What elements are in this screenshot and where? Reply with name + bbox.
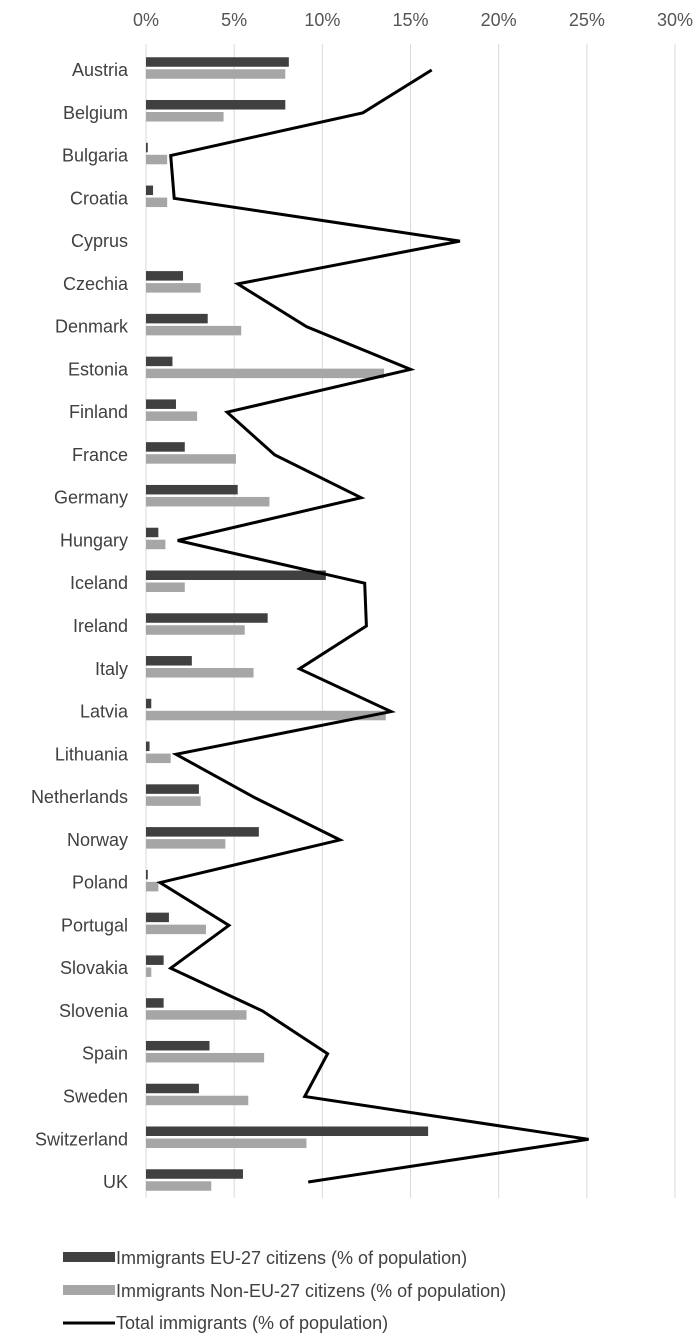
bar-non-eu-iceland (146, 582, 185, 592)
category-label-hungary: Hungary (60, 530, 128, 550)
category-label-france: France (72, 445, 128, 465)
bar-non-eu-slovakia (146, 967, 152, 977)
bar-non-eu-uk (146, 1181, 212, 1191)
x-tick-label-5: 5% (221, 10, 247, 30)
bar-non-eu-norway (146, 839, 226, 849)
x-tick-label-15: 15% (392, 10, 428, 30)
bar-non-eu-latvia (146, 710, 386, 721)
bar-eu-austria (146, 57, 289, 67)
bar-eu-netherlands (146, 784, 199, 794)
category-labels: Austria Belgium Bulgaria Croatia Cyprus Czech… (31, 60, 129, 1192)
bar-non-eu-estonia (146, 368, 385, 379)
bar-eu-portugal (146, 912, 169, 923)
category-label-czechia: Czechia (63, 274, 129, 294)
bar-eu-spain (146, 1040, 210, 1051)
bar-non-eu-spain (146, 1052, 265, 1063)
bar-non-eu-portugal (146, 924, 206, 935)
bar-non-eu-sweden (146, 1095, 249, 1106)
bar-eu-estonia (146, 356, 173, 367)
bar-eu-belgium (146, 100, 286, 110)
bar-eu-bulgaria (146, 142, 148, 153)
bar-eu-denmark (146, 313, 208, 324)
bar-non-eu-czechia (146, 283, 201, 293)
category-label-belgium: Belgium (63, 103, 128, 123)
category-label-slovakia: Slovakia (60, 958, 129, 978)
bar-non-eu-netherlands (146, 796, 201, 806)
category-label-latvia: Latvia (80, 702, 129, 722)
bar-eu-latvia (146, 698, 152, 709)
category-label-poland: Poland (72, 873, 128, 893)
bar-eu-ireland (146, 613, 268, 623)
category-label-bulgaria: Bulgaria (62, 146, 129, 166)
bar-eu-uk (146, 1169, 243, 1179)
bar-eu-slovenia (146, 998, 164, 1008)
bar-eu-france (146, 442, 185, 452)
x-tick-label-10: 10% (304, 10, 340, 30)
bar-non-eu-switzerland (146, 1138, 307, 1148)
category-label-denmark: Denmark (55, 317, 129, 337)
bar-eu-italy (146, 656, 192, 666)
bar-non-eu-france (146, 454, 236, 464)
x-tick-label-0: 0% (133, 10, 159, 30)
bar-non-eu-ireland (146, 625, 245, 635)
category-label-cyprus: Cyprus (71, 231, 128, 251)
category-label-estonia: Estonia (68, 359, 129, 379)
category-label-germany: Germany (54, 488, 128, 508)
x-axis-tick-labels: 0% 5% 10% 15% 20% 25% 30% (133, 10, 693, 30)
bar-eu-finland (146, 399, 176, 409)
bar-non-eu-germany (146, 496, 270, 507)
bar-non-eu-croatia (146, 197, 168, 208)
category-label-uk: UK (103, 1172, 128, 1192)
x-tick-label-30: 30% (657, 10, 693, 30)
bar-eu-lithuania (146, 741, 150, 752)
bar-eu-germany (146, 484, 238, 495)
bar-non-eu-belgium (146, 112, 224, 122)
bar-eu-croatia (146, 185, 154, 196)
total-immigrants-line (156, 68, 589, 1184)
category-label-sweden: Sweden (63, 1086, 128, 1106)
category-label-austria: Austria (72, 60, 129, 80)
bar-eu-hungary (146, 527, 159, 538)
category-label-ireland: Ireland (73, 616, 128, 636)
bar-eu-norway (146, 827, 259, 837)
category-label-norway: Norway (67, 830, 128, 850)
category-label-portugal: Portugal (61, 915, 128, 935)
bar-eu-poland (146, 869, 148, 880)
category-label-finland: Finland (69, 402, 128, 422)
bar-eu-sweden (146, 1083, 199, 1094)
legend-label-2: Total immigrants (% of population) (116, 1313, 388, 1333)
category-label-switzerland: Switzerland (35, 1129, 128, 1149)
bar-non-eu-bulgaria (146, 154, 168, 165)
category-label-italy: Italy (95, 659, 128, 679)
gridlines (145, 44, 676, 1198)
bar-non-eu-austria (146, 69, 286, 79)
legend-swatch-0 (63, 1252, 115, 1262)
bar-eu-switzerland (146, 1126, 429, 1136)
legend-label-0: Immigrants EU-27 citizens (% of populati… (116, 1248, 467, 1268)
bar-non-eu-italy (146, 668, 254, 678)
category-label-spain: Spain (82, 1044, 128, 1064)
legend-label-1: Immigrants Non-EU-27 citizens (% of popu… (116, 1281, 506, 1301)
legend-swatch-1 (63, 1285, 115, 1295)
x-tick-label-20: 20% (481, 10, 517, 30)
category-label-lithuania: Lithuania (55, 744, 129, 764)
bar-non-eu-finland (146, 411, 198, 421)
bar-non-eu-slovenia (146, 1010, 247, 1020)
category-label-croatia: Croatia (70, 188, 129, 208)
bar-non-eu-lithuania (146, 753, 171, 764)
bar-eu-czechia (146, 271, 184, 281)
category-label-netherlands: Netherlands (31, 787, 128, 807)
bar-non-eu-poland (146, 881, 159, 892)
x-tick-label-25: 25% (569, 10, 605, 30)
category-label-iceland: Iceland (70, 573, 128, 593)
category-label-slovenia: Slovenia (59, 1001, 129, 1021)
bar-eu-iceland (146, 570, 326, 580)
legend: Immigrants EU-27 citizens (% of populati… (63, 1248, 506, 1333)
bar-eu-slovakia (146, 955, 164, 965)
bar-non-eu-denmark (146, 325, 242, 336)
bars (146, 57, 429, 1191)
bar-non-eu-hungary (146, 539, 166, 550)
total-line (156, 68, 589, 1184)
